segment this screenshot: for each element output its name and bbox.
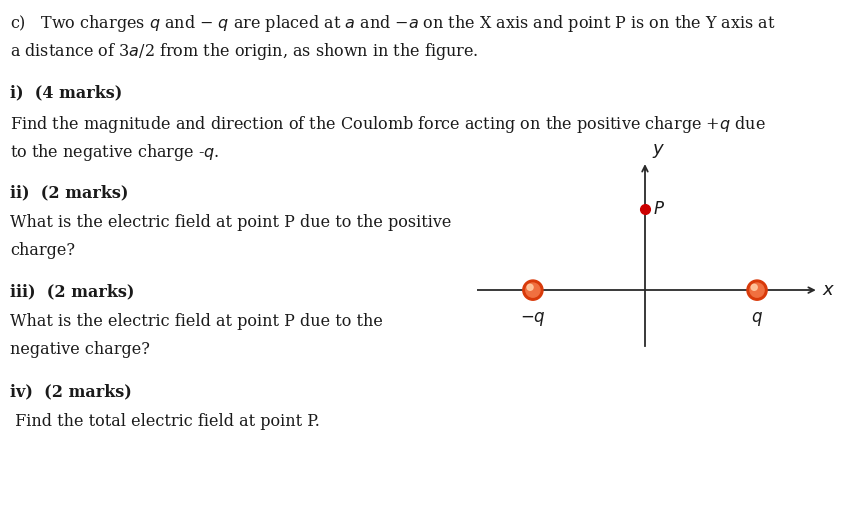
Circle shape [527,284,533,290]
Text: iii)  (2 marks): iii) (2 marks) [10,284,134,301]
Circle shape [751,284,757,290]
Text: $x$: $x$ [822,281,836,299]
Text: charge?: charge? [10,242,75,259]
Text: ii)  (2 marks): ii) (2 marks) [10,185,128,202]
Text: $y$: $y$ [652,142,665,160]
Text: i)  (4 marks): i) (4 marks) [10,85,122,102]
Text: $q$: $q$ [751,310,763,328]
Text: $P$: $P$ [652,201,665,218]
Text: What is the electric field at point P due to the positive: What is the electric field at point P du… [10,214,452,231]
Text: to the negative charge -$q$.: to the negative charge -$q$. [10,142,219,163]
Circle shape [522,280,543,300]
Text: c)   Two charges $q$ and $-$ $q$ are placed at $a$ and $-$$a$ on the X axis and : c) Two charges $q$ and $-$ $q$ are place… [10,13,776,34]
Text: negative charge?: negative charge? [10,341,150,358]
Text: a distance of 3$a$/2 from the origin, as shown in the figure.: a distance of 3$a$/2 from the origin, as… [10,41,479,62]
Text: Find the magnitude and direction of the Coulomb force acting on the positive cha: Find the magnitude and direction of the … [10,114,766,135]
Text: $-q$: $-q$ [520,310,546,328]
Text: What is the electric field at point P due to the: What is the electric field at point P du… [10,313,383,330]
Text: iv)  (2 marks): iv) (2 marks) [10,384,132,401]
Circle shape [526,283,540,297]
Circle shape [750,283,764,297]
Text: Find the total electric field at point P.: Find the total electric field at point P… [10,413,320,430]
Circle shape [747,280,767,300]
